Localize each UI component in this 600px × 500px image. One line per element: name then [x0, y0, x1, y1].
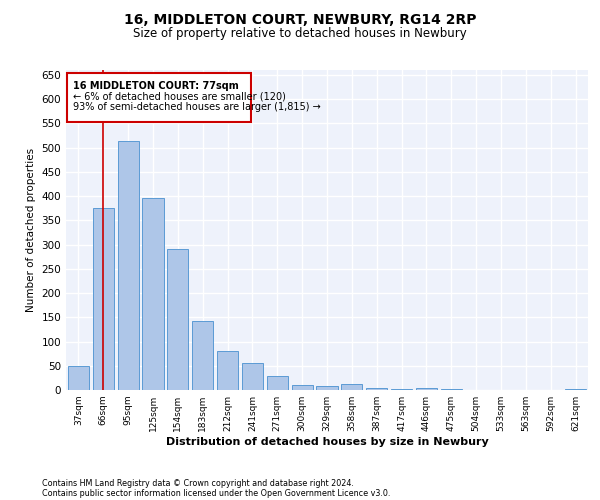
Text: Size of property relative to detached houses in Newbury: Size of property relative to detached ho…: [133, 28, 467, 40]
Bar: [441, 389, 462, 390]
Text: Contains public sector information licensed under the Open Government Licence v3: Contains public sector information licen…: [42, 488, 391, 498]
Bar: [416, 388, 437, 390]
Bar: [67, 74, 251, 122]
Bar: [366, 388, 387, 390]
Text: ← 6% of detached houses are smaller (120): ← 6% of detached houses are smaller (120…: [73, 92, 286, 102]
Bar: [242, 364, 263, 390]
Text: 16, MIDDLETON COURT, NEWBURY, RG14 2RP: 16, MIDDLETON COURT, NEWBURY, RG14 2RP: [124, 12, 476, 26]
Bar: [341, 384, 362, 390]
Text: 16 MIDDLETON COURT: 77sqm: 16 MIDDLETON COURT: 77sqm: [73, 80, 239, 90]
Bar: [93, 208, 114, 390]
Y-axis label: Number of detached properties: Number of detached properties: [26, 148, 36, 312]
Bar: [118, 142, 139, 390]
Text: Contains HM Land Registry data © Crown copyright and database right 2024.: Contains HM Land Registry data © Crown c…: [42, 478, 354, 488]
Bar: [267, 376, 288, 390]
Bar: [217, 351, 238, 390]
Bar: [391, 389, 412, 390]
Text: 93% of semi-detached houses are larger (1,815) →: 93% of semi-detached houses are larger (…: [73, 102, 321, 113]
Bar: [316, 386, 338, 390]
Bar: [565, 389, 586, 390]
X-axis label: Distribution of detached houses by size in Newbury: Distribution of detached houses by size …: [166, 437, 488, 447]
Bar: [142, 198, 164, 390]
Bar: [292, 384, 313, 390]
Bar: [68, 366, 89, 390]
Bar: [167, 249, 188, 390]
Bar: [192, 321, 213, 390]
